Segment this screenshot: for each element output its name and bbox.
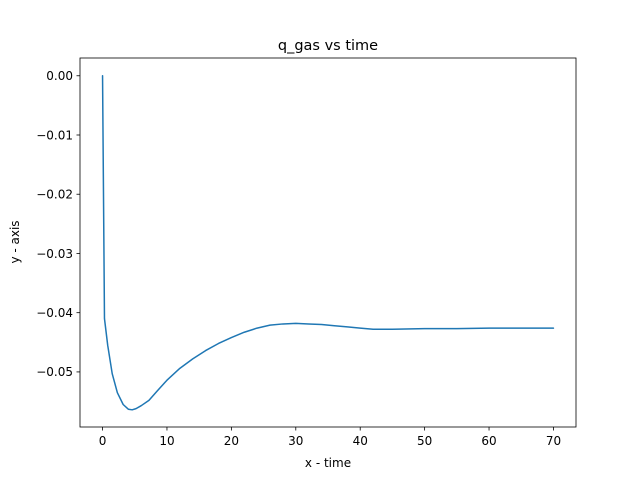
x-tick-label: 20 [224, 434, 239, 448]
y-tick-label: −0.05 [36, 365, 73, 379]
y-axis-ticks: −0.05 −0.04 −0.03 −0.02 −0.01 0.00 [36, 69, 80, 379]
chart-title: q_gas vs time [278, 38, 378, 54]
y-tick-label: −0.04 [36, 306, 73, 320]
y-tick-label: −0.02 [36, 188, 73, 202]
x-tick-label: 30 [288, 434, 303, 448]
x-tick-label: 10 [159, 434, 174, 448]
plot-area [80, 58, 576, 427]
x-tick-label: 60 [481, 434, 496, 448]
x-tick-label: 40 [353, 434, 368, 448]
plot-frame [79, 57, 577, 428]
x-axis-ticks: 0 10 20 30 40 50 60 70 [99, 427, 561, 448]
y-tick-label: −0.03 [36, 247, 73, 261]
x-tick-label: 0 [99, 434, 107, 448]
series-line [101, 75, 555, 411]
y-axis-label: y - axis [8, 220, 22, 263]
x-tick-label: 70 [546, 434, 561, 448]
x-axis-label: x - time [305, 456, 351, 470]
x-tick-label: 50 [417, 434, 432, 448]
y-tick-label: 0.00 [46, 69, 73, 83]
y-tick-label: −0.01 [36, 128, 73, 142]
